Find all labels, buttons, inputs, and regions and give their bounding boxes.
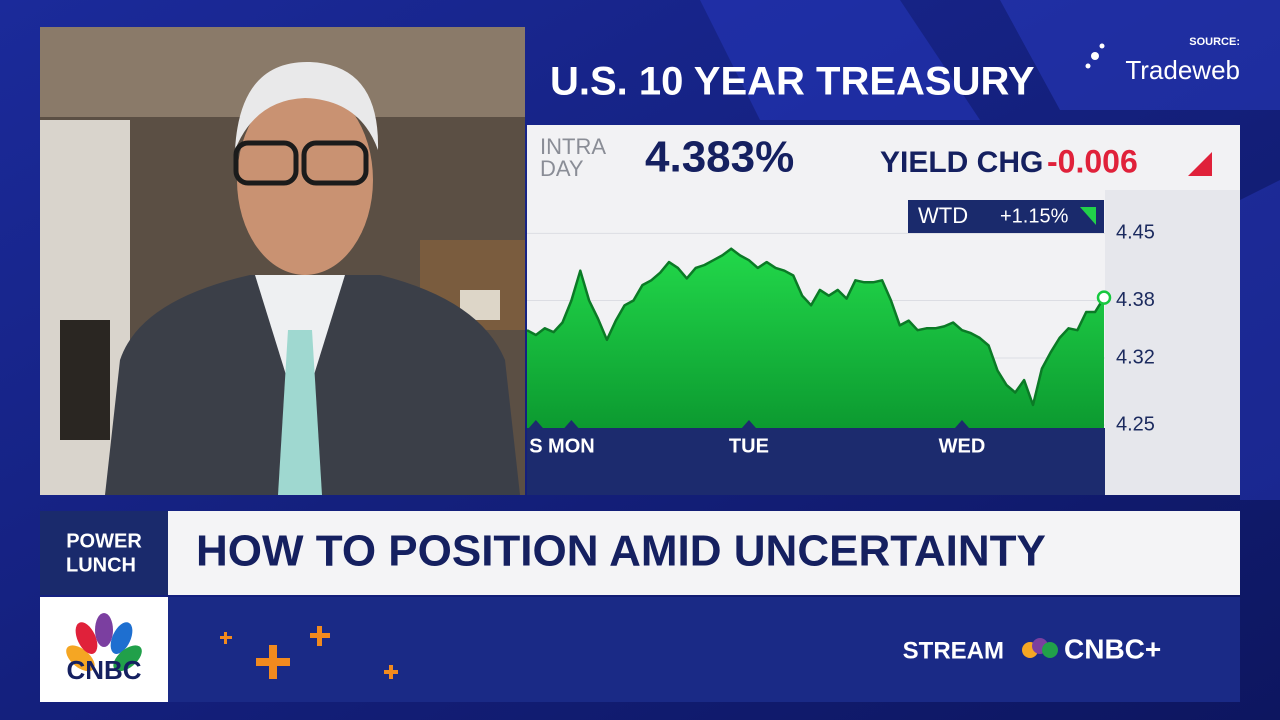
quote-panel <box>527 125 1240 190</box>
up-arrow <box>1080 207 1096 225</box>
mini-peacock <box>1022 638 1058 658</box>
logo-box <box>40 597 168 702</box>
feather <box>95 613 113 647</box>
banner <box>40 511 1240 595</box>
chart <box>526 232 1112 428</box>
plus <box>224 632 227 644</box>
area <box>527 248 1104 428</box>
video-feed <box>40 27 525 495</box>
y-tick-label: 4.45 <box>1116 222 1155 244</box>
footer <box>40 597 1240 702</box>
bg-block <box>1000 0 1280 110</box>
glasses <box>301 140 369 186</box>
peacock <box>66 613 142 672</box>
x-tick-label: TUE <box>729 435 769 457</box>
show-name: POWER <box>66 530 142 552</box>
intraday-label: INTRA <box>540 134 606 159</box>
feather <box>75 622 98 654</box>
feather <box>110 622 133 654</box>
decor <box>220 626 398 679</box>
last-point <box>1096 290 1112 305</box>
tie <box>278 330 322 495</box>
down-arrow <box>1188 152 1212 176</box>
y-tick-label: 4.38 <box>1116 289 1155 311</box>
x-tick-mark <box>564 420 579 428</box>
glasses <box>233 140 299 186</box>
hair <box>235 61 379 150</box>
x-tick-label: MON <box>548 435 595 457</box>
x-tick-label: S <box>529 435 542 457</box>
wtd-value: +1.15% <box>1000 205 1069 227</box>
stream-label: STREAM <box>903 637 1004 664</box>
brand: CNBC+ <box>1064 633 1161 664</box>
x-tick-mark <box>528 420 543 428</box>
wtd-label: WTD <box>918 203 968 228</box>
intraday-label: DAY <box>540 156 584 181</box>
logo-dot <box>1099 43 1105 49</box>
x-tick-label: WED <box>939 435 986 457</box>
show-box <box>40 511 168 595</box>
logo-dot <box>1091 52 1099 60</box>
y-tick-label: 4.25 <box>1116 413 1155 435</box>
feather <box>66 645 95 672</box>
source-label: SOURCE: <box>1189 36 1240 48</box>
plus <box>317 626 322 646</box>
bg-block <box>1240 180 1280 500</box>
chart-title: U.S. 10 YEAR TREASURY <box>550 60 1035 104</box>
source-name: Tradeweb <box>1125 55 1240 85</box>
source-logo <box>1085 43 1105 69</box>
plus <box>269 645 277 679</box>
x-tick-mark <box>954 420 969 428</box>
line <box>526 247 1106 407</box>
wtd-box <box>908 200 1104 233</box>
bg-block <box>700 0 980 120</box>
plus <box>389 665 393 679</box>
headline: HOW TO POSITION AMID UNCERTAINTY <box>196 527 1046 576</box>
x-tick-mark <box>741 420 756 428</box>
yield-change: -0.006 <box>1047 143 1138 179</box>
logo-dot <box>1085 63 1091 69</box>
feather <box>113 645 142 672</box>
y-tick-label: 4.32 <box>1116 346 1155 368</box>
logo-text: CNBC <box>66 655 141 685</box>
axis-panel <box>1105 190 1240 495</box>
feather <box>1042 642 1058 658</box>
yield-change-label: YIELD CHG <box>880 146 1043 179</box>
x-axis-band <box>527 428 1105 495</box>
show-name: LUNCH <box>66 554 136 576</box>
fireplace-opening <box>60 320 110 440</box>
yield-value: 4.383% <box>645 133 794 182</box>
